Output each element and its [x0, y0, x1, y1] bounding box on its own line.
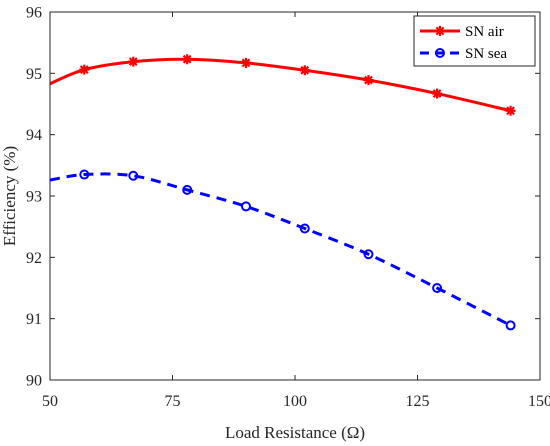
data-point-sn-air-7: [432, 88, 443, 99]
data-point-sn-sea-8: [505, 320, 516, 331]
x-tick-label-50: 50: [42, 393, 58, 410]
data-point-sn-sea-6: [363, 249, 374, 260]
legend-label-sn-sea: SN sea: [465, 46, 507, 62]
x-tick-label-150: 150: [528, 393, 550, 410]
legend-marker-symbol-sn-air: [435, 26, 445, 36]
data-point-sn-sea-4: [241, 201, 251, 212]
data-point-sn-air-4: [241, 57, 251, 68]
data-point-sn-air-8: [505, 105, 516, 116]
y-tick-label-90: 90: [26, 373, 42, 390]
legend: SN air SN sea: [413, 15, 536, 67]
y-tick-label-92: 92: [26, 250, 42, 267]
legend-label-sn-air: SN air: [465, 24, 504, 40]
series-layer: [50, 54, 516, 331]
y-tick-label-95: 95: [26, 66, 42, 83]
data-point-sn-air-6: [363, 75, 374, 86]
y-tick-label-91: 91: [26, 311, 42, 328]
data-point-sn-sea-3: [182, 184, 193, 195]
data-point-sn-sea-2: [128, 170, 139, 181]
data-point-sn-air-3: [182, 54, 193, 65]
ticks-layer: 50 75 100 125 150 90 91 92 93 94 95 96: [26, 5, 550, 411]
legend-box: [413, 15, 536, 67]
data-point-sn-air-5: [299, 65, 310, 76]
data-point-sn-air-2: [128, 56, 139, 67]
data-point-sn-sea-5: [299, 223, 310, 234]
series-line-sn-sea: [50, 172, 512, 327]
legend-marker-sn-sea: [435, 48, 445, 58]
data-point-sn-air-1: [79, 64, 90, 75]
data-point-sn-sea-7: [432, 283, 443, 293]
x-tick-label-75: 75: [165, 393, 181, 410]
x-tick-label-100: 100: [283, 393, 307, 410]
y-axis-label: Efficiency (%): [0, 146, 19, 246]
x-tick-label-125: 125: [406, 393, 430, 410]
legend-marker-sn-air: [435, 26, 445, 36]
x-axis-label: Load Resistance (Ω): [225, 423, 365, 442]
y-tick-label-96: 96: [26, 5, 42, 22]
data-point-sn-sea-1: [79, 169, 90, 180]
y-tick-label-94: 94: [26, 127, 42, 144]
y-tick-label-93: 93: [26, 189, 42, 206]
legend-marker-symbol-sn-sea: [435, 48, 445, 58]
plot-area: [50, 12, 540, 380]
